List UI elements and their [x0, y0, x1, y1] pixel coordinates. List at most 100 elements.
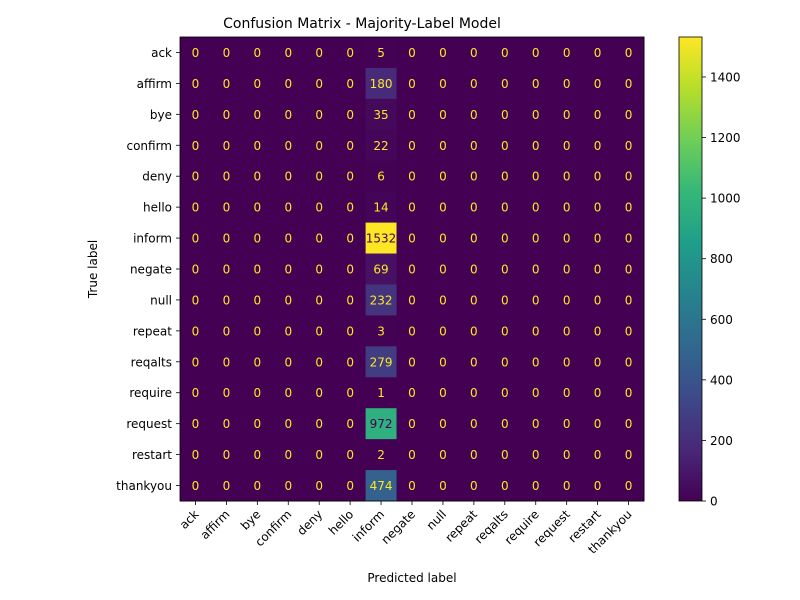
matrix-cell	[582, 315, 614, 347]
matrix-cell	[427, 439, 459, 471]
matrix-cell	[241, 191, 274, 224]
cell-value-label: 0	[625, 77, 633, 91]
cell-value-label: 0	[254, 139, 262, 153]
cell-value-label: 0	[532, 170, 540, 184]
matrix-cell	[334, 315, 367, 347]
matrix-cell	[365, 439, 398, 471]
cell-value-label: 2	[377, 448, 385, 462]
matrix-cell	[489, 222, 521, 255]
cell-value-label: 0	[315, 355, 323, 369]
cell-value-label: 0	[408, 108, 416, 122]
cell-value-label: 0	[346, 46, 354, 60]
cell-value-label: 0	[625, 263, 633, 277]
matrix-cell	[613, 98, 645, 131]
cell-value-label: 0	[408, 417, 416, 431]
cell-value-label: 0	[532, 324, 540, 338]
matrix-cell	[272, 439, 305, 471]
cell-value-label: 0	[532, 386, 540, 400]
cell-value-label: 0	[594, 108, 602, 122]
cell-value-label: 0	[223, 479, 231, 493]
colorbar-tick-label: 0	[710, 495, 718, 509]
matrix-cell	[427, 284, 459, 316]
cell-value-label: 0	[223, 386, 231, 400]
matrix-cell	[272, 191, 305, 224]
matrix-cell	[427, 408, 459, 440]
cell-value-label: 0	[470, 108, 478, 122]
cell-value-label: 0	[439, 77, 447, 91]
matrix-cell	[180, 284, 212, 316]
matrix-cell	[582, 439, 614, 471]
matrix-cell	[241, 346, 274, 378]
matrix-cell	[396, 98, 428, 131]
cell-value-label: 0	[284, 355, 292, 369]
cell-value-label: 0	[563, 201, 571, 215]
x-axis-label: Predicted label	[367, 571, 456, 585]
y-tick-label: repeat	[133, 324, 172, 338]
matrix-cell	[427, 37, 459, 69]
cell-value-label: 0	[346, 139, 354, 153]
cell-value-label: 0	[532, 263, 540, 277]
matrix-cell	[613, 315, 645, 347]
matrix-cell	[180, 37, 212, 69]
matrix-cell	[396, 67, 428, 100]
cell-value-label: 0	[223, 108, 231, 122]
cell-value-label: 0	[408, 77, 416, 91]
cell-value-label: 0	[192, 201, 200, 215]
cell-value-label: 0	[315, 108, 323, 122]
matrix-cell	[365, 315, 398, 347]
matrix-cell	[458, 160, 490, 193]
matrix-cell	[396, 470, 428, 502]
cell-value-label: 279	[370, 355, 393, 369]
matrix-cell	[365, 129, 398, 162]
matrix-cell	[365, 470, 398, 502]
cell-value-label: 0	[563, 170, 571, 184]
cell-value-label: 0	[439, 386, 447, 400]
y-tick-label: affirm	[137, 77, 172, 91]
cell-value-label: 0	[470, 417, 478, 431]
cell-value-label: 0	[439, 108, 447, 122]
cell-value-label: 0	[254, 46, 262, 60]
colorbar-tick-label: 1200	[710, 131, 741, 145]
matrix-cell	[427, 129, 459, 162]
cell-value-label: 0	[563, 139, 571, 153]
matrix-cell	[551, 222, 583, 255]
cell-value-label: 0	[315, 139, 323, 153]
matrix-cell	[241, 284, 274, 316]
matrix-cell	[241, 377, 274, 409]
matrix-cell	[210, 98, 243, 131]
cell-value-label: 0	[594, 139, 602, 153]
cell-value-label: 0	[408, 293, 416, 307]
matrix-cell	[180, 129, 212, 162]
cell-value-label: 0	[254, 479, 262, 493]
matrix-cell	[210, 129, 243, 162]
matrix-cell	[334, 377, 367, 409]
cell-value-label: 0	[284, 170, 292, 184]
cell-value-label: 0	[470, 46, 478, 60]
cell-value-label: 6	[377, 170, 385, 184]
cell-value-label: 0	[563, 77, 571, 91]
matrix-cell	[489, 284, 521, 316]
cell-value-label: 0	[284, 139, 292, 153]
matrix-cell	[489, 129, 521, 162]
cell-value-label: 0	[532, 139, 540, 153]
matrix-cell	[520, 408, 552, 440]
matrix-cell	[551, 160, 583, 193]
cell-value-label: 0	[501, 293, 509, 307]
y-tick-label: inform	[133, 232, 172, 246]
matrix-cell	[334, 408, 367, 440]
cell-value-label: 0	[594, 386, 602, 400]
matrix-cell	[334, 160, 367, 193]
matrix-cell	[210, 67, 243, 100]
cell-value-label: 0	[223, 232, 231, 246]
matrix-cell	[458, 377, 490, 409]
cell-value-label: 0	[192, 293, 200, 307]
cell-value-label: 0	[470, 232, 478, 246]
cell-value-label: 0	[346, 77, 354, 91]
matrix-cell	[582, 98, 614, 131]
matrix-cell	[396, 253, 428, 285]
cell-value-label: 0	[563, 293, 571, 307]
x-tick-label: deny	[294, 507, 325, 538]
matrix-cell	[427, 67, 459, 100]
cell-value-label: 0	[315, 263, 323, 277]
